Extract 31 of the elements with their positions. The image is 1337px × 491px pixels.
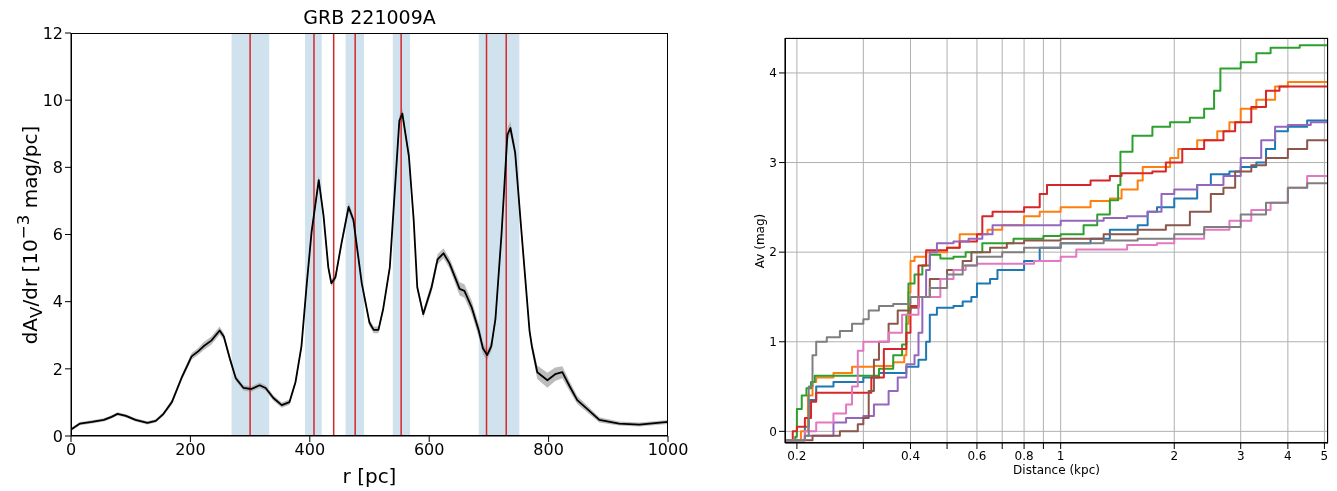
x-tick-label: 1: [1056, 448, 1065, 463]
y-tick-label: 4: [52, 292, 63, 312]
y-tick-label: 2: [769, 245, 777, 260]
x-tick-label: 3: [1236, 448, 1245, 463]
x-tick-label: 1000: [647, 440, 689, 460]
x-tick-label: 600: [413, 440, 445, 460]
y-tick-label: 6: [52, 225, 63, 245]
y-tick-label: 8: [52, 158, 63, 178]
x-tick-label: 4: [1284, 448, 1292, 463]
y-tick-label: 4: [769, 66, 777, 81]
x-tick-label: 400: [294, 440, 326, 460]
x-tick-label: 0.4: [900, 448, 921, 463]
x-axis-title: r [pc]: [341, 464, 398, 488]
y-tick-label: 12: [42, 23, 63, 43]
x-tick-label: 0.8: [1014, 448, 1034, 463]
x-tick-label: 0.2: [787, 448, 807, 463]
y-tick-label: 2: [52, 359, 63, 379]
x-tick-label: 5: [1320, 448, 1329, 463]
y-tick-label: 0: [52, 426, 63, 446]
x-tick-label: 0.6: [967, 448, 987, 463]
x-tick-label: 2: [1170, 448, 1179, 463]
x-tick-label: 800: [533, 440, 564, 460]
y-tick-label: 10: [42, 90, 63, 110]
chart-title: GRB 221009A: [302, 6, 437, 28]
y-axis-title: Av (mag): [753, 213, 767, 268]
y-tick-label: 0: [769, 424, 777, 439]
x-axis-title: Distance (kpc): [1012, 463, 1101, 477]
x-tick-label: 200: [175, 440, 206, 460]
x-tick-label: 0: [65, 440, 77, 460]
y-tick-label: 3: [769, 155, 777, 170]
y-tick-label: 1: [769, 335, 777, 350]
